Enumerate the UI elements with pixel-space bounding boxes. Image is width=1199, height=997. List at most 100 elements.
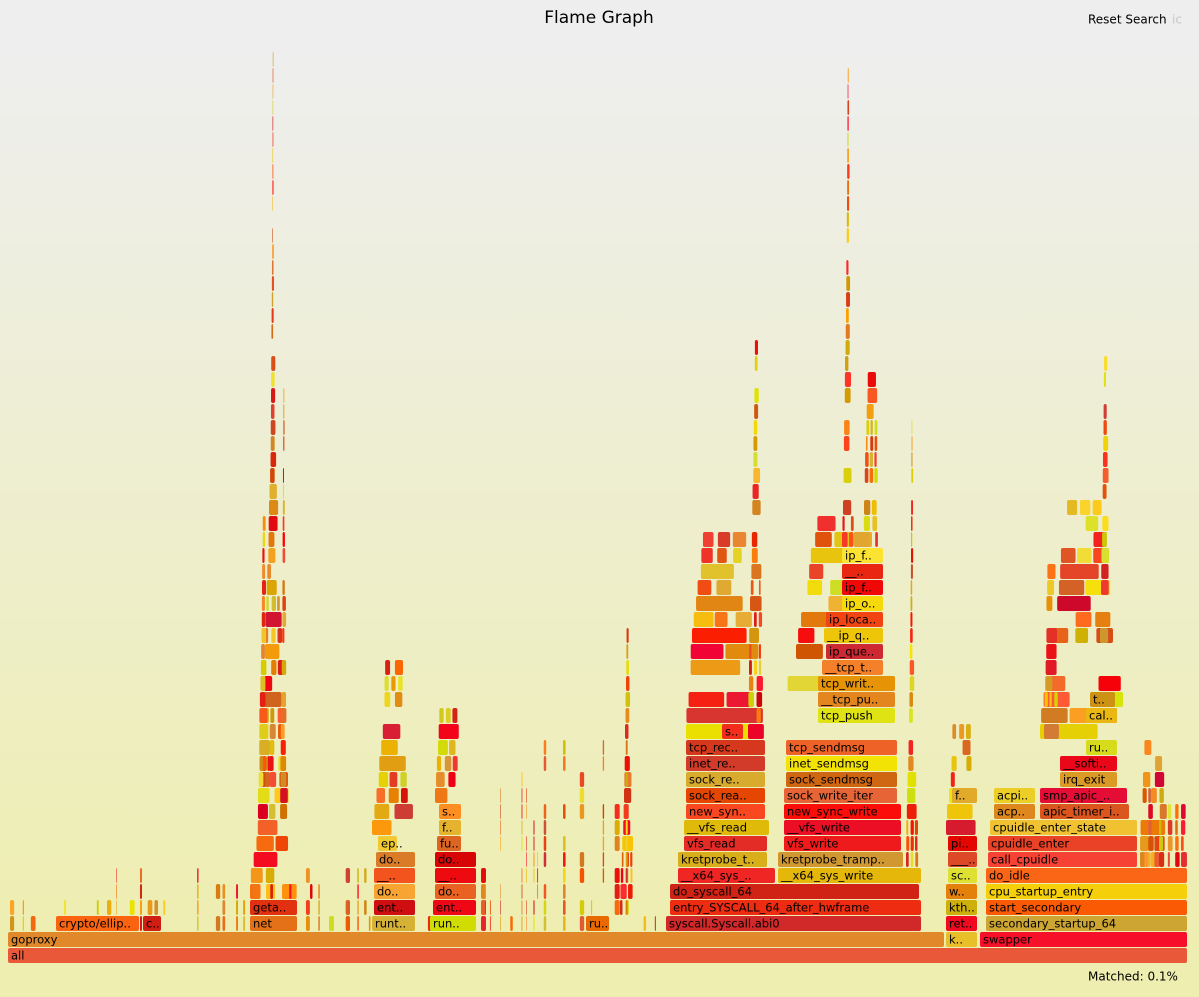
frame[interactable] [280, 740, 286, 755]
frame[interactable]: syscall.Syscall.abi0 [666, 916, 921, 931]
frame[interactable] [282, 484, 285, 499]
frame[interactable] [384, 692, 391, 707]
frame[interactable] [1045, 676, 1053, 691]
frame[interactable] [236, 916, 238, 931]
frame[interactable] [909, 708, 913, 723]
frame-rect[interactable] [986, 868, 1187, 883]
frame[interactable] [1098, 676, 1121, 691]
frame[interactable]: secondary_startup_64 [986, 916, 1187, 931]
frame[interactable] [874, 468, 878, 483]
frame[interactable] [1054, 692, 1058, 707]
frame[interactable] [951, 756, 957, 771]
frame[interactable] [379, 756, 406, 771]
frame[interactable] [253, 852, 278, 867]
frame[interactable] [282, 612, 287, 627]
frame[interactable] [864, 468, 869, 483]
frame[interactable]: entry_SYSCALL_64_after_hwframe [670, 900, 921, 915]
frame[interactable] [753, 436, 758, 451]
frame[interactable] [1092, 500, 1102, 515]
frame[interactable] [758, 660, 762, 675]
frame[interactable] [643, 916, 647, 931]
frame[interactable] [452, 708, 458, 723]
frame[interactable] [197, 900, 199, 915]
frame[interactable] [910, 628, 913, 643]
frame[interactable] [909, 676, 915, 691]
frame[interactable] [907, 788, 916, 803]
frame[interactable] [1046, 596, 1053, 611]
frame[interactable] [268, 756, 274, 771]
frame[interactable] [139, 916, 143, 931]
frame[interactable] [626, 660, 629, 675]
frame[interactable]: sock_sendmsg [786, 772, 897, 787]
frame[interactable] [628, 884, 633, 899]
frame[interactable] [389, 772, 398, 787]
frame[interactable] [215, 916, 221, 931]
frame-rect[interactable] [994, 788, 1035, 803]
frame-rect[interactable] [842, 564, 883, 579]
frame[interactable] [847, 132, 849, 147]
frame[interactable] [271, 324, 274, 339]
frame[interactable]: f.. [952, 788, 977, 803]
frame[interactable] [526, 852, 527, 867]
frame[interactable] [691, 628, 747, 643]
frame[interactable] [257, 820, 278, 835]
frame-rect[interactable] [437, 836, 461, 851]
frame[interactable] [439, 708, 444, 723]
frame[interactable]: ep.. [378, 836, 403, 851]
frame[interactable] [1103, 436, 1109, 451]
frame[interactable] [717, 548, 727, 563]
frame[interactable] [282, 468, 284, 483]
frame-rect[interactable] [842, 548, 883, 563]
frame[interactable] [753, 420, 758, 435]
frame[interactable] [1102, 484, 1107, 499]
frame[interactable]: all [8, 948, 1187, 963]
frame[interactable] [1046, 644, 1057, 659]
frame[interactable]: ent.. [374, 900, 415, 915]
frame[interactable] [1175, 836, 1179, 851]
frame[interactable] [268, 532, 275, 547]
frame-rect[interactable] [1060, 772, 1117, 787]
frame[interactable] [521, 804, 523, 819]
frame[interactable] [272, 196, 273, 211]
frame[interactable] [521, 820, 523, 835]
frame[interactable] [318, 900, 320, 915]
frame-rect[interactable] [986, 900, 1187, 915]
frame[interactable] [485, 884, 486, 899]
frame[interactable] [620, 884, 627, 899]
frame[interactable]: __x64_sys_.. [678, 868, 775, 883]
frame[interactable] [283, 404, 285, 419]
frame[interactable] [30, 916, 36, 931]
frame[interactable]: t.. [1090, 692, 1115, 707]
frame[interactable] [139, 884, 143, 899]
frame[interactable] [305, 868, 310, 883]
frame[interactable]: inet_sendmsg [786, 756, 897, 771]
frame[interactable]: ent.. [433, 900, 476, 915]
frame[interactable] [563, 868, 566, 883]
frame[interactable] [283, 388, 285, 403]
frame[interactable] [282, 500, 285, 515]
frame[interactable] [1103, 420, 1107, 435]
frame[interactable] [748, 692, 754, 707]
frame[interactable] [526, 804, 527, 819]
frame[interactable]: kretprobe_t.. [678, 852, 767, 867]
frame[interactable] [758, 612, 763, 627]
frame[interactable] [271, 660, 277, 675]
frame[interactable] [236, 884, 238, 899]
frame[interactable] [579, 804, 585, 819]
frame[interactable] [1148, 788, 1151, 803]
frame[interactable] [726, 692, 752, 707]
frame[interactable] [1148, 836, 1154, 851]
frame[interactable]: ip_que.. [826, 644, 883, 659]
frame-rect[interactable] [948, 852, 977, 867]
frame[interactable] [489, 916, 491, 931]
frame[interactable]: tcp_push [818, 708, 895, 723]
frame[interactable] [1167, 804, 1172, 819]
frame[interactable] [754, 404, 759, 419]
frame[interactable] [563, 740, 566, 755]
frame[interactable] [844, 388, 851, 403]
frame[interactable]: __ip_q.. [824, 628, 883, 643]
frame[interactable] [714, 612, 728, 627]
frame-rect[interactable] [824, 628, 883, 643]
frame[interactable] [261, 612, 266, 627]
frame-rect[interactable] [786, 740, 897, 755]
